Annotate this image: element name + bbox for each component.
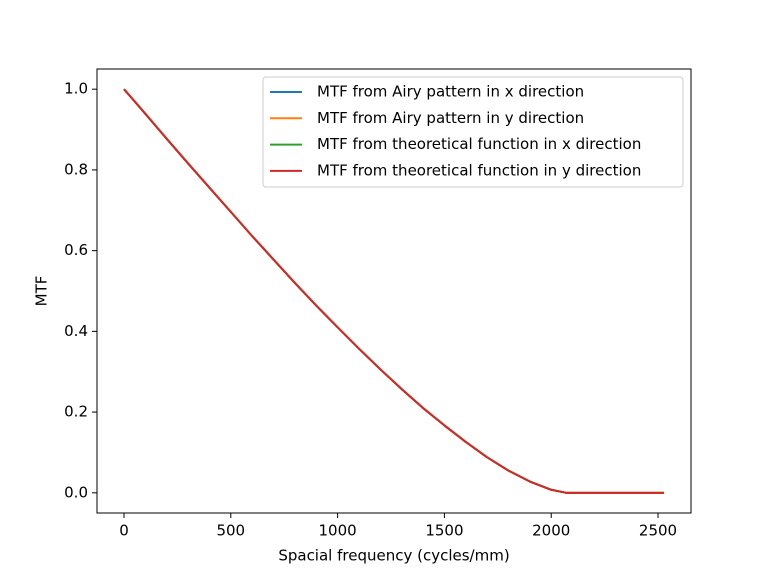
x-tick-label: 0: [119, 522, 129, 540]
legend-label: MTF from Airy pattern in y direction: [317, 109, 584, 127]
axes-frame: [96, 68, 692, 514]
legend-label: MTF from theoretical function in y direc…: [317, 161, 641, 179]
y-tick-label: 0.0: [64, 483, 88, 501]
y-tick-label: 0.4: [64, 322, 88, 340]
legend-box: [262, 76, 684, 188]
legend-label: MTF from theoretical function in x direc…: [317, 135, 641, 153]
y-tick-label: 1.0: [64, 80, 88, 98]
x-axis-label: Spacial frequency (cycles/mm): [278, 547, 509, 565]
x-tick-label: 2000: [532, 522, 570, 540]
series-line: [123, 88, 664, 494]
y-tick-label: 0.8: [64, 160, 88, 178]
legend-label: MTF from Airy pattern in x direction: [317, 83, 584, 101]
x-tick-label: 1000: [319, 522, 357, 540]
y-axis-label: MTF: [33, 276, 51, 307]
x-tick-label: 1500: [425, 522, 463, 540]
x-tick-label: 500: [216, 522, 245, 540]
y-tick-label: 0.2: [64, 403, 88, 421]
y-tick-label: 0.6: [64, 241, 88, 259]
x-tick-label: 2500: [639, 522, 677, 540]
